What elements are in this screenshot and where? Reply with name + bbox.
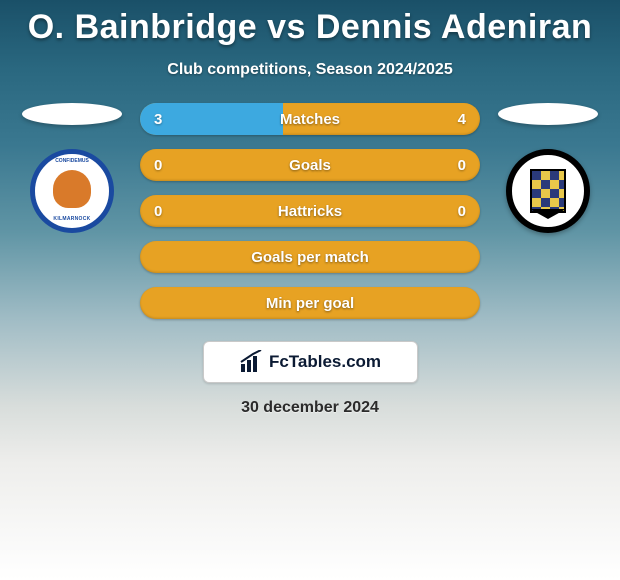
stat-bars: 3Matches40Goals00Hattricks0Goals per mat…: [140, 103, 480, 319]
left-player-column: CONFIDEMUS KILMARNOCK: [22, 103, 122, 233]
left-crest-bottom-text: KILMARNOCK: [53, 216, 90, 222]
left-club-crest: CONFIDEMUS KILMARNOCK: [30, 149, 114, 233]
stat-bar: Goals per match: [140, 241, 480, 273]
stat-label: Min per goal: [140, 295, 480, 312]
stat-right-value: 4: [458, 111, 466, 128]
stat-label: Goals per match: [140, 249, 480, 266]
comparison-body: CONFIDEMUS KILMARNOCK 3Matches40Goals00H…: [0, 103, 620, 319]
left-crest-top-text: CONFIDEMUS: [55, 158, 89, 164]
brand-text: FcTables.com: [269, 352, 381, 372]
stat-bar: 0Goals0: [140, 149, 480, 181]
stat-bar: 3Matches4: [140, 103, 480, 135]
right-player-column: [498, 103, 598, 233]
season-subtitle: Club competitions, Season 2024/2025: [0, 61, 620, 79]
left-country-flag: [22, 103, 122, 125]
right-country-flag: [498, 103, 598, 125]
stat-right-value: 0: [458, 157, 466, 174]
stat-bar: 0Hattricks0: [140, 195, 480, 227]
stat-label: Hattricks: [140, 203, 480, 220]
page-title: O. Bainbridge vs Dennis Adeniran: [0, 8, 620, 47]
stat-bar: Min per goal: [140, 287, 480, 319]
brand-badge: FcTables.com: [203, 341, 418, 383]
comparison-card: O. Bainbridge vs Dennis Adeniran Club co…: [0, 0, 620, 417]
right-crest-shield: [530, 169, 566, 213]
right-club-crest: [506, 149, 590, 233]
stat-label: Matches: [140, 111, 480, 128]
chart-icon: [239, 350, 263, 374]
stat-label: Goals: [140, 157, 480, 174]
stat-right-value: 0: [458, 203, 466, 220]
snapshot-date: 30 december 2024: [0, 399, 620, 417]
